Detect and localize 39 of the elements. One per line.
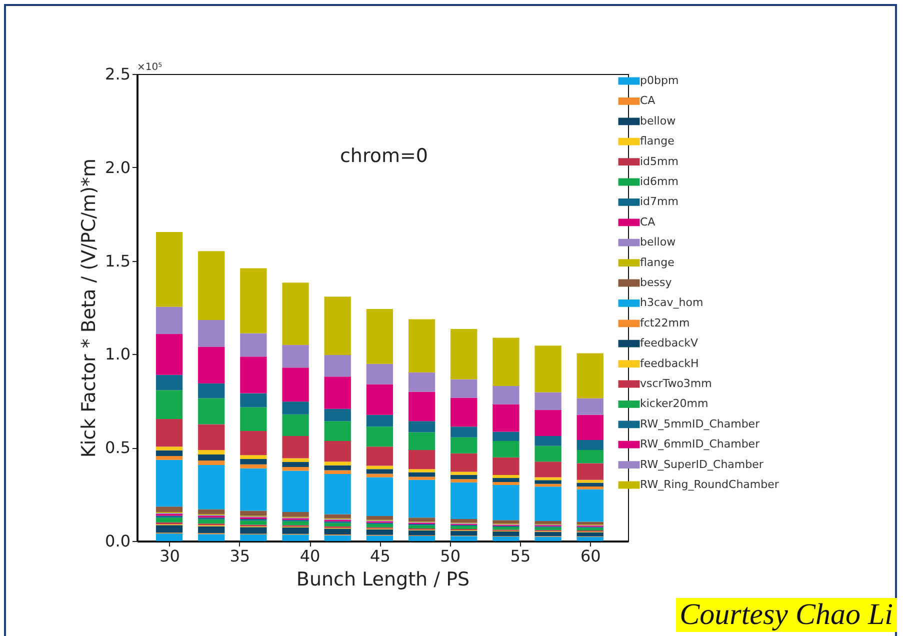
legend-label: bellow: [640, 236, 676, 249]
legend-label: CA: [640, 215, 656, 228]
legend-label: flange: [640, 134, 675, 148]
annotation: chrom=0: [340, 145, 428, 167]
legend-label: h3cav_hom: [640, 296, 704, 310]
legend-label: bessy: [640, 276, 672, 289]
legend-label: kicker20mm: [640, 397, 708, 410]
x-tick-label: 30: [160, 546, 180, 566]
x-tick-label: 40: [300, 546, 320, 566]
legend-label: bellow: [640, 114, 676, 128]
legend-label: RW_6mmID_Chamber: [640, 438, 760, 451]
text: Courtesy Chao Li: [676, 598, 897, 632]
legend-label: RW_Ring_RoundChamber: [640, 478, 780, 491]
legend-label: id6mm: [640, 175, 678, 188]
y-tick-label: 0.0: [105, 532, 130, 550]
legend-label: CA: [640, 94, 656, 108]
x-tick-label: 55: [510, 546, 531, 566]
x-tick-label: 45: [370, 546, 390, 566]
text: ×10⁵: [137, 62, 162, 73]
y-tick-label: 1.0: [105, 344, 130, 364]
x-tick-label: 50: [440, 546, 461, 566]
y-tick-label: 0.5: [105, 438, 130, 458]
y-axis-title: Kick Factor * Beta / (V/PC/m)*m: [78, 158, 100, 458]
legend-label: RW_SuperID_Chamber: [640, 458, 764, 471]
legend-label: p0bpm: [640, 74, 679, 87]
y-tick-label: 2.5: [105, 64, 130, 84]
x-axis-title: Bunch Length / PS: [296, 568, 470, 590]
legend-label: feedbackH: [640, 356, 699, 370]
legend-label: id7mm: [640, 195, 678, 208]
legend-label: id5mm: [640, 154, 678, 168]
legend-label: feedbackV: [640, 336, 699, 350]
legend-label: fct22mm: [640, 316, 690, 330]
x-tick-label: 35: [230, 546, 250, 566]
legend-label: vscrTwo3mm: [640, 377, 712, 390]
y-tick-label: 1.5: [105, 251, 130, 270]
legend-label: flange: [640, 256, 675, 269]
y-tick-label: 2.0: [105, 158, 130, 177]
legend-label: RW_5mmID_Chamber: [640, 417, 760, 430]
x-tick-label: 60: [580, 546, 601, 566]
